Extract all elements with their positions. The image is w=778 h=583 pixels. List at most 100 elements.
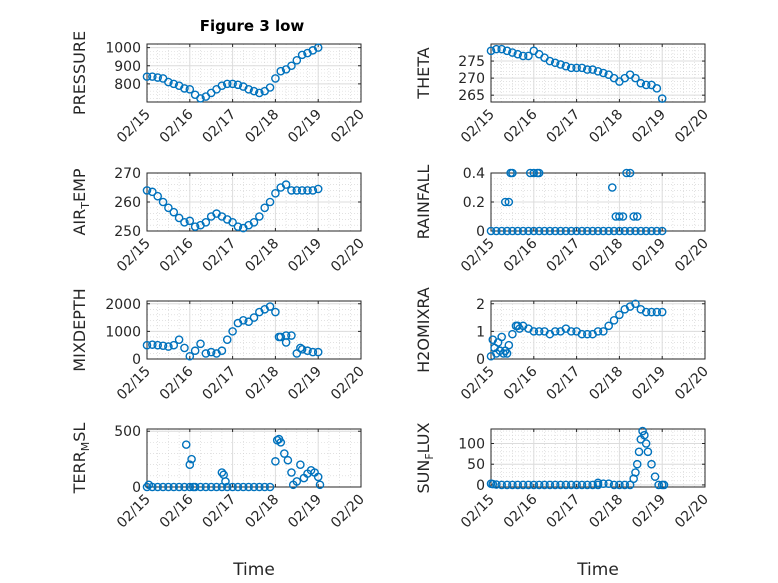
data-point	[632, 459, 642, 469]
x-tick-label: 02/16	[157, 363, 197, 403]
y-tick-label: 800	[114, 77, 141, 93]
data-point	[174, 213, 184, 223]
data-point	[534, 168, 544, 178]
data-point	[508, 48, 517, 57]
x-tick-label: 02/20	[672, 364, 712, 404]
x-tick-label: 02/18	[586, 236, 626, 276]
data-point	[164, 203, 173, 213]
data-point	[313, 472, 323, 482]
data-point	[588, 226, 597, 236]
y-tick-label: 260	[114, 195, 141, 211]
data-point	[504, 340, 514, 350]
data-point	[599, 68, 608, 78]
data-point	[572, 226, 581, 236]
data-point	[632, 212, 642, 221]
data-point	[508, 226, 517, 236]
data-point	[534, 480, 544, 490]
x-tick-label: 02/19	[285, 236, 325, 276]
data-point	[654, 480, 663, 490]
x-tick-label: 02/16	[157, 106, 197, 146]
data-point	[518, 480, 528, 490]
subplot-mixdepth: 02/15 02/16 02/17 02/18 02/19 02/20 0 1000 2000 M…	[70, 288, 368, 403]
data-point	[641, 80, 651, 90]
data-point	[540, 480, 549, 490]
data-point	[486, 46, 496, 56]
x-tick-label: 02/17	[544, 364, 584, 404]
data-point	[180, 217, 189, 227]
data-point	[504, 197, 514, 207]
data-point	[643, 447, 653, 457]
data-point	[566, 327, 576, 336]
data-point	[244, 317, 253, 327]
data-point	[265, 482, 275, 492]
data-point	[158, 197, 168, 207]
subplot-sun_flux: 02/15 02/16 02/17 02/18 02/19 02/20 0 50 100 SUNF…	[414, 422, 712, 580]
data-point	[634, 447, 644, 457]
data-point	[593, 66, 603, 76]
plot-area	[147, 44, 361, 102]
data-point	[180, 84, 189, 93]
data-point	[271, 457, 280, 466]
data-point	[583, 329, 592, 339]
x-tick-label: 02/20	[328, 492, 368, 532]
data-point	[287, 331, 296, 340]
data-point	[164, 482, 173, 492]
data-point	[228, 79, 237, 89]
data-point	[233, 80, 243, 90]
data-point	[201, 482, 211, 492]
y-axis-label: PRESSURE	[70, 31, 89, 115]
data-point	[593, 327, 603, 336]
x-tick-label: 02/16	[501, 235, 541, 275]
data-point	[583, 226, 592, 236]
data-point	[652, 226, 662, 236]
data-point	[638, 426, 647, 436]
x-tick-label: 02/18	[242, 236, 282, 276]
data-point	[292, 56, 302, 65]
x-tick-label: 02/20	[672, 492, 712, 532]
data-point	[148, 340, 157, 349]
subplot-rainfall: 02/15 02/16 02/17 02/18 02/19 02/20 0 0.2 0.4 RAI…	[414, 165, 712, 276]
data-point	[158, 341, 168, 351]
data-point	[185, 351, 195, 361]
y-tick-label: 270	[458, 71, 485, 87]
data-point	[187, 454, 196, 464]
data-point	[169, 340, 179, 350]
data-point	[599, 327, 608, 336]
x-tick-label: 02/17	[200, 364, 240, 404]
data-point	[492, 480, 501, 489]
figure-title: Figure 3 low	[200, 17, 305, 35]
data-point	[550, 226, 560, 236]
x-tick-label: 02/20	[672, 236, 712, 276]
data-point	[169, 79, 179, 89]
data-point	[228, 482, 237, 492]
data-point	[572, 480, 581, 490]
data-point	[652, 84, 662, 93]
data-point	[287, 186, 296, 195]
data-point	[142, 186, 152, 195]
data-point	[566, 63, 576, 73]
y-axis-label: AIRTEMP	[70, 168, 92, 235]
data-point	[281, 180, 291, 189]
data-point	[636, 226, 646, 236]
data-point	[604, 479, 614, 488]
data-point	[276, 66, 286, 76]
x-tick-label: 02/15	[114, 492, 154, 532]
data-point	[142, 72, 152, 81]
data-point	[265, 83, 275, 92]
data-point	[561, 61, 571, 71]
data-point	[486, 226, 496, 236]
x-tick-label: 02/19	[285, 107, 325, 147]
subplot-air_temp: 02/15 02/16 02/17 02/18 02/19 02/20 250 260 270 A…	[70, 166, 368, 275]
plot-area	[147, 301, 361, 359]
data-point	[297, 345, 307, 354]
data-point	[206, 347, 216, 357]
data-point	[529, 168, 539, 178]
data-point	[577, 226, 587, 236]
data-point	[609, 316, 619, 325]
data-point	[492, 44, 501, 54]
data-point	[583, 65, 592, 74]
x-tick-label: 02/18	[586, 364, 626, 404]
data-point	[313, 347, 323, 357]
x-tick-label: 02/18	[586, 107, 626, 147]
